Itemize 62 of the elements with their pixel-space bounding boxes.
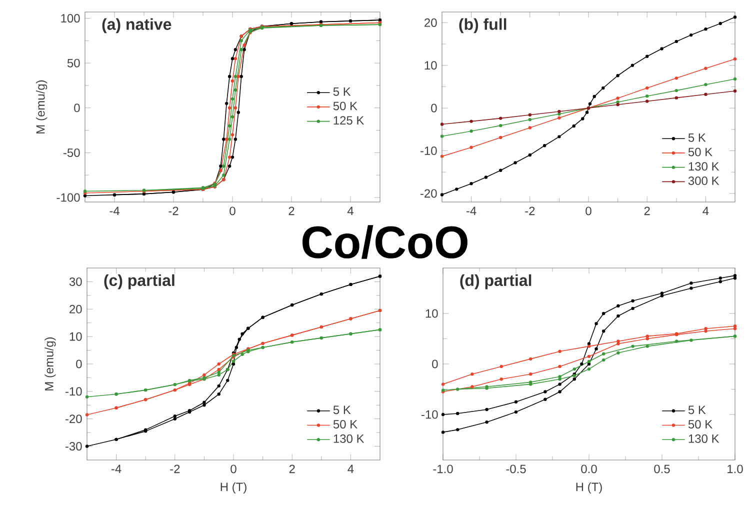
y-tick-label: 0 xyxy=(431,104,437,112)
x-tick-label: 0.5 xyxy=(654,464,670,474)
x-tick-label: -2 xyxy=(525,206,535,216)
chart-title: (b) full xyxy=(459,18,506,34)
y-axis-title: M (emu/g) xyxy=(44,337,56,390)
legend-label: 50 K xyxy=(688,148,712,156)
legend-label: 5 K xyxy=(333,406,351,414)
chart-title: (c) partial xyxy=(104,274,174,290)
y-tick-label: -20 xyxy=(65,414,82,424)
x-tick-label: -4 xyxy=(112,464,122,473)
x-tick-label: -0.5 xyxy=(506,464,526,474)
legend-label: 5 K xyxy=(333,87,351,96)
legend-label: 130 K xyxy=(688,162,720,171)
y-tick-label: -100 xyxy=(56,193,80,202)
y-tick-label: 50 xyxy=(67,58,80,68)
y-tick-label: -20 xyxy=(420,189,437,198)
y-tick-label: 10 xyxy=(70,332,82,341)
legend-label: 5 K xyxy=(688,133,706,142)
x-tick-label: -4 xyxy=(466,206,476,215)
x-tick-label: 4 xyxy=(347,206,354,215)
legend-label: 50 K xyxy=(333,102,358,110)
y-tick-label: 100 xyxy=(61,14,80,23)
x-axis-title: H (T) xyxy=(576,482,602,494)
y-tick-label: 20 xyxy=(424,18,437,27)
y-tick-label: 20 xyxy=(70,304,82,314)
y-tick-label: 30 xyxy=(69,277,82,286)
y-tick-label: -10 xyxy=(65,387,82,396)
y-tick-label: -50 xyxy=(63,148,80,157)
legend-label: 50 K xyxy=(688,420,712,429)
y-tick-label: 0 xyxy=(74,104,80,112)
x-tick-label: -2 xyxy=(168,206,178,216)
x-tick-label: -1.0 xyxy=(433,464,453,474)
y-tick-label: -30 xyxy=(65,442,82,451)
legend-label: 5 K xyxy=(688,406,706,414)
y-tick-label: 0 xyxy=(432,360,438,368)
legend-label: 125 K xyxy=(334,116,364,125)
y-tick-label: 10 xyxy=(424,61,437,70)
x-tick-label: -2 xyxy=(170,464,180,474)
x-tick-label: -4 xyxy=(110,206,120,215)
y-tick-label: 10 xyxy=(426,309,438,318)
legend-label: 130 K xyxy=(334,434,364,443)
text: Co/CoO xyxy=(302,225,468,259)
x-tick-label: 4 xyxy=(348,464,354,473)
y-tick-label: 0 xyxy=(76,360,82,368)
chart-title: (d) partial xyxy=(460,274,532,290)
x-axis-title: H (T) xyxy=(220,482,246,494)
x-tick-label: 2 xyxy=(288,206,294,216)
y-tick-label: -10 xyxy=(421,410,438,419)
chart-title: (a) native xyxy=(102,18,172,34)
legend-label: 300 K xyxy=(688,176,720,186)
legend-label: 50 K xyxy=(333,420,358,429)
y-tick-label: -10 xyxy=(420,146,437,156)
x-tick-label: 0 xyxy=(586,206,592,216)
legend-label: 130 K xyxy=(688,434,720,443)
y-axis-title: M (emu/g) xyxy=(36,80,48,134)
x-tick-label: 0 xyxy=(230,206,236,216)
x-tick-label: 0.0 xyxy=(581,464,597,474)
x-tick-label: 0 xyxy=(230,464,236,474)
x-tick-label: 1.0 xyxy=(728,464,743,474)
x-tick-label: 2 xyxy=(289,464,295,474)
x-tick-label: 4 xyxy=(702,206,709,215)
x-tick-label: 2 xyxy=(644,206,650,216)
